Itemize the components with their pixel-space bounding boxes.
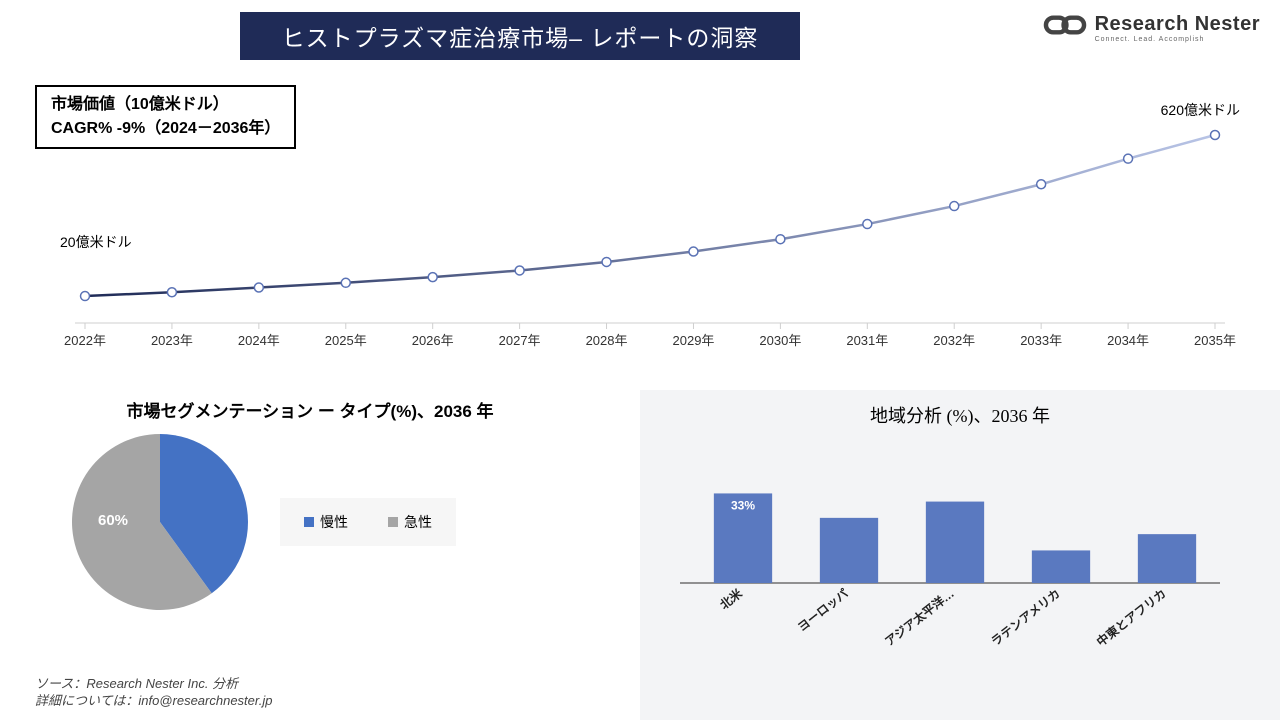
svg-text:2025年: 2025年 xyxy=(325,333,367,348)
svg-text:ヨーロッパ: ヨーロッパ xyxy=(795,586,851,634)
page-title: ヒストプラズマ症治療市場– レポートの洞察 xyxy=(240,12,800,60)
svg-text:33%: 33% xyxy=(731,498,755,512)
source-footer: ソース：Research Nester Inc. 分析 詳細については：info… xyxy=(35,676,272,710)
pie-slice-pct-label: 60% xyxy=(98,512,128,529)
svg-text:2030年: 2030年 xyxy=(759,333,801,348)
chain-link-icon xyxy=(1043,10,1087,45)
svg-text:2031年: 2031年 xyxy=(846,333,888,348)
svg-text:2023年: 2023年 xyxy=(151,333,193,348)
pie-chart-title: 市場セグメンテーション ー タイプ(%)、2036 年 xyxy=(30,400,590,424)
market-growth-line-chart: 2022年 2023年 2024年 2025年 2026年 2027年 2028年 2029年… xyxy=(35,80,1245,370)
svg-text:ラテンアメリカ: ラテンアメリカ xyxy=(989,586,1063,648)
svg-text:北米: 北米 xyxy=(717,585,746,612)
svg-text:アジア太平洋…: アジア太平洋… xyxy=(882,586,957,648)
segmentation-pie-panel: 市場セグメンテーション ー タイプ(%)、2036 年 60% 慢性 急性 xyxy=(0,390,620,720)
svg-text:中東とアフリカ: 中東とアフリカ xyxy=(1093,586,1168,648)
logo-text-main: Research Nester xyxy=(1095,13,1260,36)
svg-text:2029年: 2029年 xyxy=(673,333,715,348)
svg-text:2035年: 2035年 xyxy=(1194,333,1236,348)
regional-bar-panel: 地域分析 (%)、2036 年 北米 33% ヨーロッパアジア太平洋… ラテンアメリカ… xyxy=(640,390,1280,720)
pie-chart: 60% xyxy=(70,432,250,612)
legend-swatch xyxy=(388,517,398,527)
legend-item: 慢性 xyxy=(304,512,348,532)
svg-text:2022年: 2022年 xyxy=(64,333,106,348)
source-line-2: 詳細については：info@researchnester.jp xyxy=(35,693,272,710)
regional-bar-chart: 北米 33% ヨーロッパアジア太平洋… ラテンアメリカ中東とアフリカ xyxy=(670,448,1230,648)
svg-text:2034年: 2034年 xyxy=(1107,333,1149,348)
brand-logo: Research Nester Connect. Lead. Accomplis… xyxy=(1043,10,1260,45)
legend-swatch xyxy=(304,517,314,527)
legend-label: 急性 xyxy=(404,512,432,532)
legend-item: 急性 xyxy=(388,512,432,532)
bar-chart-title: 地域分析 (%)、2036 年 xyxy=(670,402,1250,428)
legend-label: 慢性 xyxy=(320,512,348,532)
svg-text:2028年: 2028年 xyxy=(586,333,628,348)
svg-text:2027年: 2027年 xyxy=(499,333,541,348)
svg-text:2026年: 2026年 xyxy=(412,333,454,348)
svg-text:2024年: 2024年 xyxy=(238,333,280,348)
svg-text:2032年: 2032年 xyxy=(933,333,975,348)
source-line-1: ソース：Research Nester Inc. 分析 xyxy=(35,676,272,693)
pie-legend: 慢性 急性 xyxy=(280,498,456,546)
logo-text-sub: Connect. Lead. Accomplish xyxy=(1095,36,1260,43)
svg-text:2033年: 2033年 xyxy=(1020,333,1062,348)
